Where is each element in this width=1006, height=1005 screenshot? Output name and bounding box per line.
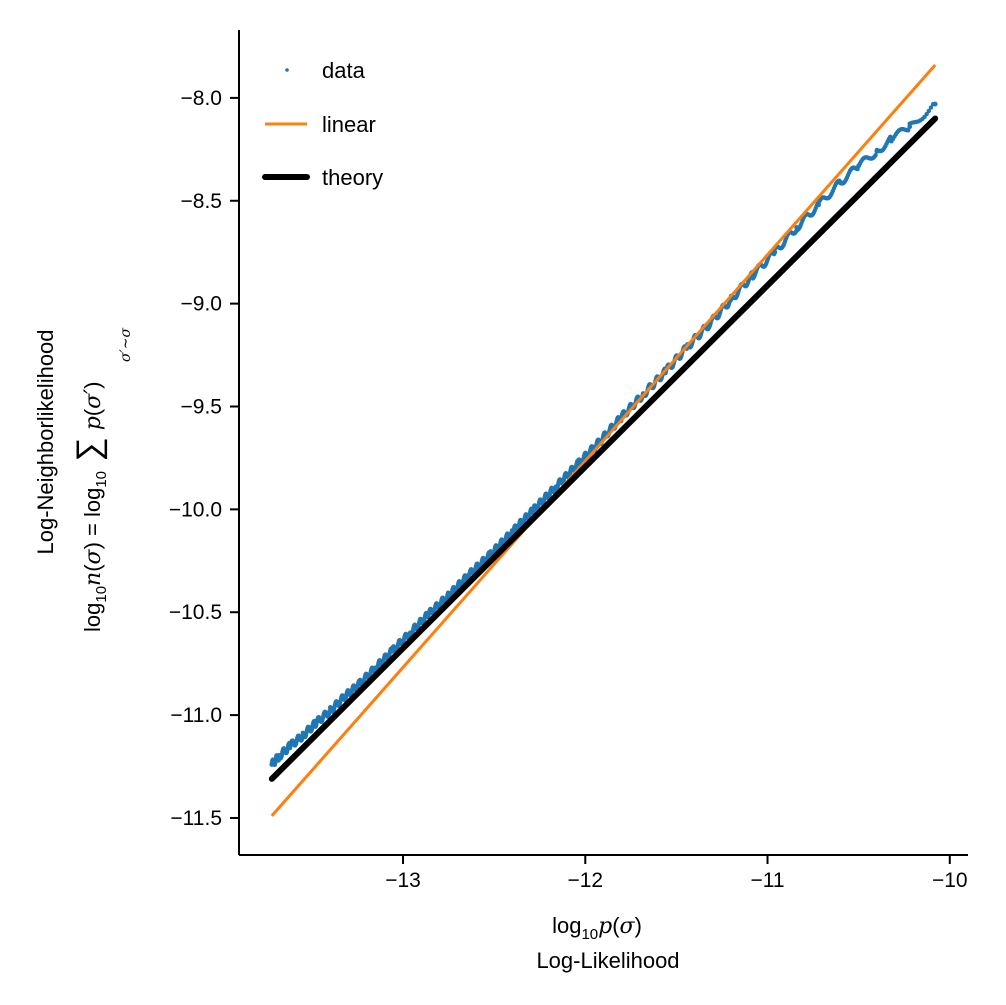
y-axis-label-group: Log-Neighborlikelihood	[33, 329, 58, 554]
y-tick-label: −11.5	[170, 807, 222, 830]
x-tick-label: −11	[750, 869, 784, 892]
data-point	[276, 753, 282, 759]
data-point	[269, 762, 275, 767]
data-point	[342, 694, 348, 699]
y-tick-label: −9.5	[181, 395, 222, 418]
y-axis-math-sum-index: σ′∼σ	[118, 328, 134, 362]
data-point-fill	[905, 128, 911, 133]
data-point	[373, 665, 379, 671]
data-point	[856, 163, 862, 169]
series-line-theory	[268, 115, 939, 782]
data-point	[509, 529, 515, 535]
data-point	[389, 648, 395, 654]
y-tick-label: −8.0	[181, 87, 222, 110]
data-point	[446, 593, 451, 599]
x-axis-math-label: log10p(σ)	[552, 913, 642, 943]
series-layer	[268, 63, 939, 817]
legend-data-marker	[285, 68, 289, 72]
y-tick-label: −11.0	[170, 704, 222, 727]
data-point-fill	[873, 152, 878, 158]
x-tick-label: −13	[385, 869, 421, 892]
y-ticks: −11.5 −11.0 −10.5 −10.0 −9.5 −9.0 −8.5 −8.0	[169, 87, 239, 830]
data-point	[466, 572, 472, 578]
y-axis-math-label-group: log10n(σ) = log10 ∑ p(σ′) σ′∼σ	[70, 328, 134, 632]
data-point	[907, 124, 913, 130]
legend-data-label: data	[322, 58, 366, 83]
legend: data linear theory	[262, 58, 383, 190]
data-point	[300, 733, 306, 739]
x-ticks: −13 −12 −11 −10	[385, 855, 968, 892]
data-point	[531, 506, 537, 512]
y-tick-label: −8.5	[181, 190, 222, 213]
data-point-fill	[924, 111, 929, 117]
x-tick-label: −12	[567, 869, 603, 892]
y-tick-label: −9.0	[181, 293, 222, 316]
x-tick-label: −10	[932, 869, 968, 892]
data-point	[313, 720, 318, 726]
data-point	[838, 179, 843, 185]
x-axis-label: Log-Likelihood	[536, 948, 679, 973]
data-density-band	[269, 102, 936, 768]
legend-linear-label: linear	[322, 112, 376, 137]
y-tick-label: −10.0	[169, 498, 222, 521]
data-point	[816, 202, 821, 208]
data-point	[407, 630, 413, 636]
data-point	[287, 743, 293, 749]
y-tick-label: −10.5	[169, 601, 222, 624]
data-point-fill	[926, 108, 932, 114]
data-point	[772, 249, 778, 255]
data-point	[874, 148, 880, 154]
series-line-linear	[270, 63, 937, 817]
data-point-fill	[928, 105, 934, 110]
data-point	[327, 708, 333, 714]
y-axis-math-label: log10n(σ) = log10 ∑ p(σ′)	[70, 382, 110, 632]
y-axis-label: Log-Neighborlikelihood	[33, 329, 58, 554]
data-point	[575, 461, 581, 467]
data-point	[889, 136, 894, 142]
data-point	[794, 225, 800, 230]
data-point	[932, 101, 938, 107]
data-point	[426, 611, 431, 617]
data-point	[553, 484, 559, 490]
data-point	[356, 681, 362, 687]
legend-theory-label: theory	[322, 165, 383, 190]
